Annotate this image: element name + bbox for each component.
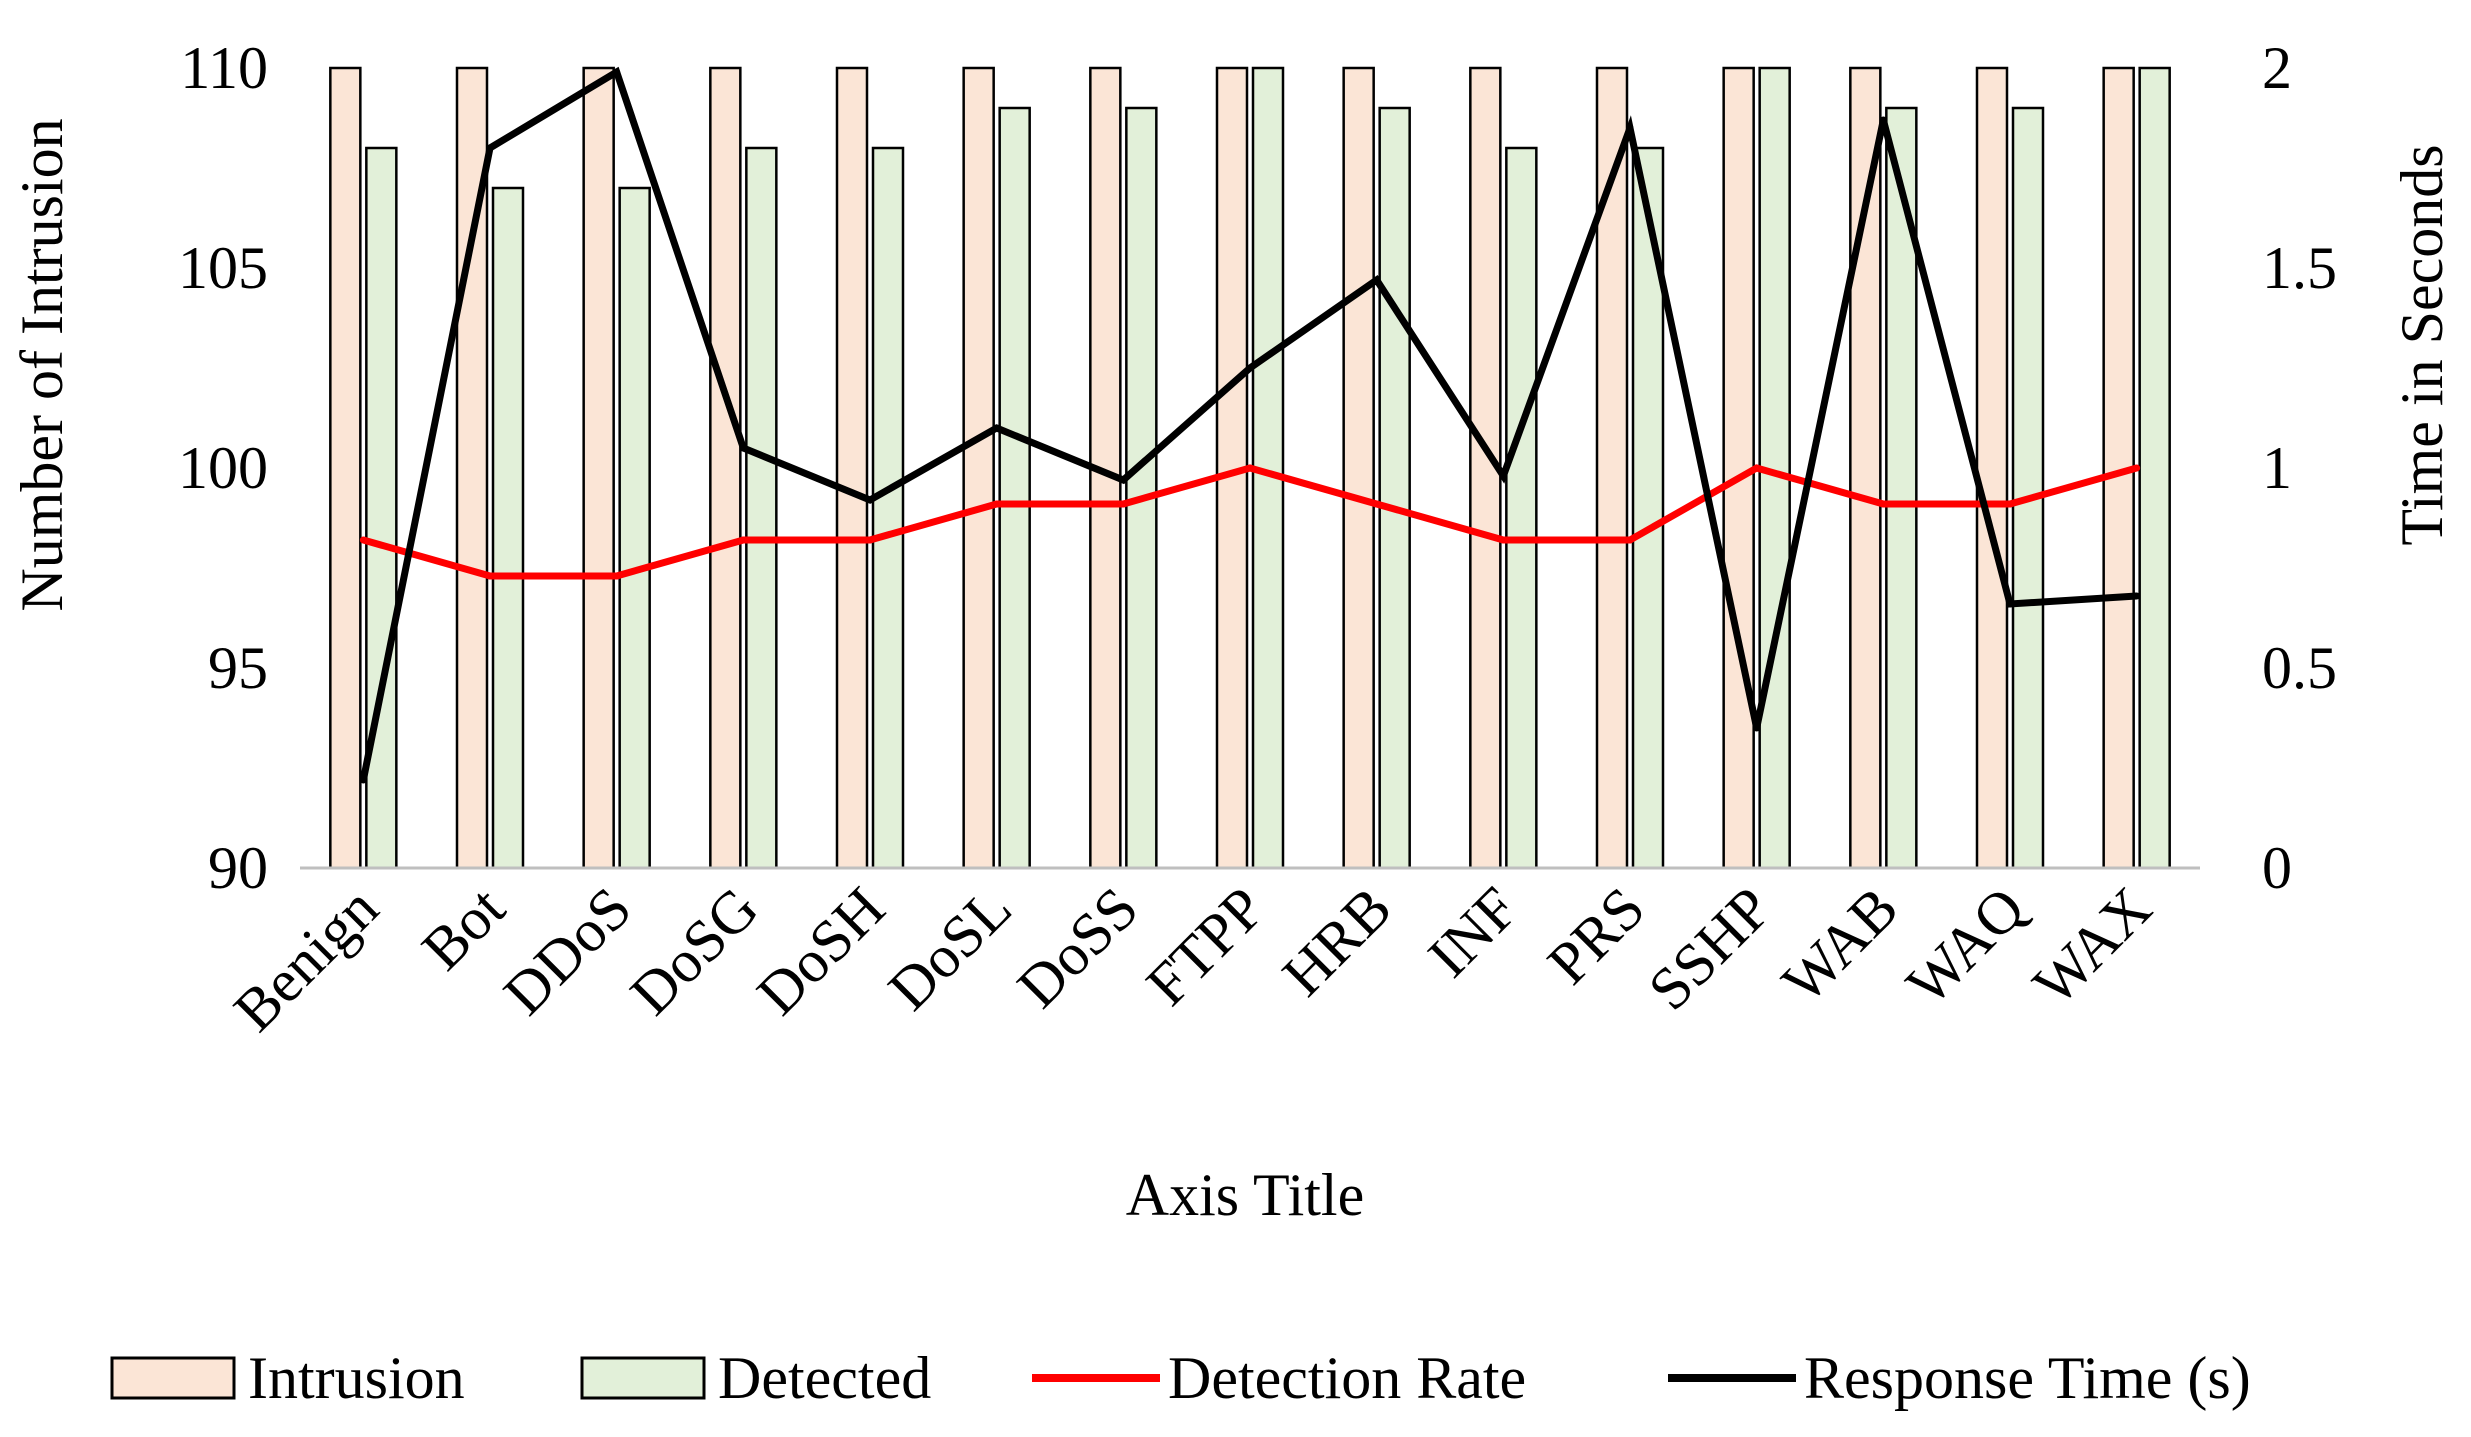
x-tick-label: DoSH [744,875,897,1028]
x-tick-label: DoSG [618,875,771,1028]
point-response-time-s-dosh [866,496,874,504]
x-tick-label: INF [1415,875,1530,990]
x-tick-label: WAX [2021,875,2164,1018]
point-detection-rate-benign [359,536,367,544]
legend-label-intrusion: Intrusion [248,1345,465,1411]
bar-intrusion-wab [1849,66,1882,870]
point-detection-rate-doss [1119,500,1127,508]
point-response-time-s-wab [1879,116,1887,124]
point-response-time-s-bot [486,144,494,152]
legend-swatch-intrusion [110,1356,236,1400]
legend-label-detected: Detected [718,1345,931,1411]
x-tick-label: WAQ [1894,875,2037,1018]
bar-detected-wax [2138,66,2171,870]
bar-intrusion-inf [1469,66,1502,870]
bar-intrusion-benign [329,66,362,870]
point-response-time-s-dosg [739,444,747,452]
y2-tick-label: 1 [2262,435,2292,501]
x-tick-label: HRB [1270,875,1404,1009]
bar-detected-dosh [871,146,905,870]
x-tick-label: DoSL [876,875,1024,1023]
bar-intrusion-waq [1975,66,2009,870]
bar-intrusion-sshp [1722,66,1755,870]
y-axis-right-ticks: 0 0.5 1 1.5 2 [2262,35,2337,901]
x-tick-label: SSHP [1636,875,1784,1023]
y2-tick-label: 1.5 [2262,235,2337,301]
legend-label-detection-rate: Detection Rate [1168,1345,1526,1411]
x-tick-label: Bot [409,874,517,982]
bar-detected-waq [2011,106,2045,870]
point-detection-rate-bot [486,572,494,580]
x-axis-title: Axis Title [1126,1162,1364,1228]
bar-detected-benign [365,146,398,870]
point-response-time-s-inf [1499,472,1507,480]
point-detection-rate-dosh [866,536,874,544]
point-detection-rate-hrb [1373,500,1381,508]
y-axis-left-ticks: 90 95 100 105 110 [178,35,268,901]
point-detection-rate-sshp [1753,464,1761,472]
bar-intrusion-dosg [709,66,742,870]
bar-detected-bot [491,186,525,870]
bar-intrusion-hrb [1342,66,1375,870]
point-detection-rate-wax [2133,464,2141,472]
bar-intrusion-dosh [835,66,869,870]
bar-detected-dosg [745,146,778,870]
x-tick-label: DDoS [491,875,644,1028]
point-detection-rate-inf [1499,536,1507,544]
bar-detected-ddos [618,186,651,870]
point-response-time-s-wax [2133,592,2141,600]
point-detection-rate-waq [2006,500,2014,508]
point-detection-rate-dosg [739,536,747,544]
point-response-time-s-waq [2006,600,2014,608]
point-response-time-s-dosl [993,424,1001,432]
y2-tick-label: 0 [2262,835,2292,901]
y-tick-label: 90 [208,835,268,901]
y2-axis-title: Time in Seconds [2389,144,2455,545]
point-detection-rate-dosl [993,500,1001,508]
point-detection-rate-prs [1626,536,1634,544]
x-tick-label: DoSS [1005,875,1151,1021]
legend: Intrusion Detected Detection Rate Response … [110,1345,2251,1411]
point-response-time-s-sshp [1753,724,1761,732]
bar-intrusion-dosl [962,66,995,870]
y-tick-label: 95 [208,635,268,701]
bar-detected-dosl [998,106,1031,870]
y-tick-label: 110 [180,35,268,101]
legend-swatch-detected [580,1356,706,1400]
y2-tick-label: 2 [2262,35,2292,101]
point-detection-rate-ftpp [1246,464,1254,472]
point-response-time-s-ftpp [1246,364,1254,372]
y2-tick-label: 0.5 [2262,635,2337,701]
point-response-time-s-prs [1626,124,1634,132]
y-tick-label: 100 [178,435,268,501]
point-response-time-s-ddos [613,68,621,76]
bar-detected-inf [1505,146,1538,870]
x-tick-label: WAB [1770,875,1911,1016]
point-detection-rate-wab [1879,500,1887,508]
point-detection-rate-ddos [613,572,621,580]
y-tick-label: 105 [178,235,268,301]
bar-detected-doss [1125,106,1158,870]
point-response-time-s-benign [359,776,367,784]
x-tick-label: FTPP [1134,875,1277,1018]
y-axis-title: Number of Intrusion [9,118,75,611]
bar-intrusion-ddos [582,66,615,870]
legend-label-response-time-s: Response Time (s) [1804,1345,2251,1411]
lines-layer [359,66,2141,784]
bar-intrusion-prs [1595,66,1629,870]
bar-detected-hrb [1378,106,1411,870]
point-response-time-s-doss [1119,476,1127,484]
point-response-time-s-hrb [1373,276,1381,284]
